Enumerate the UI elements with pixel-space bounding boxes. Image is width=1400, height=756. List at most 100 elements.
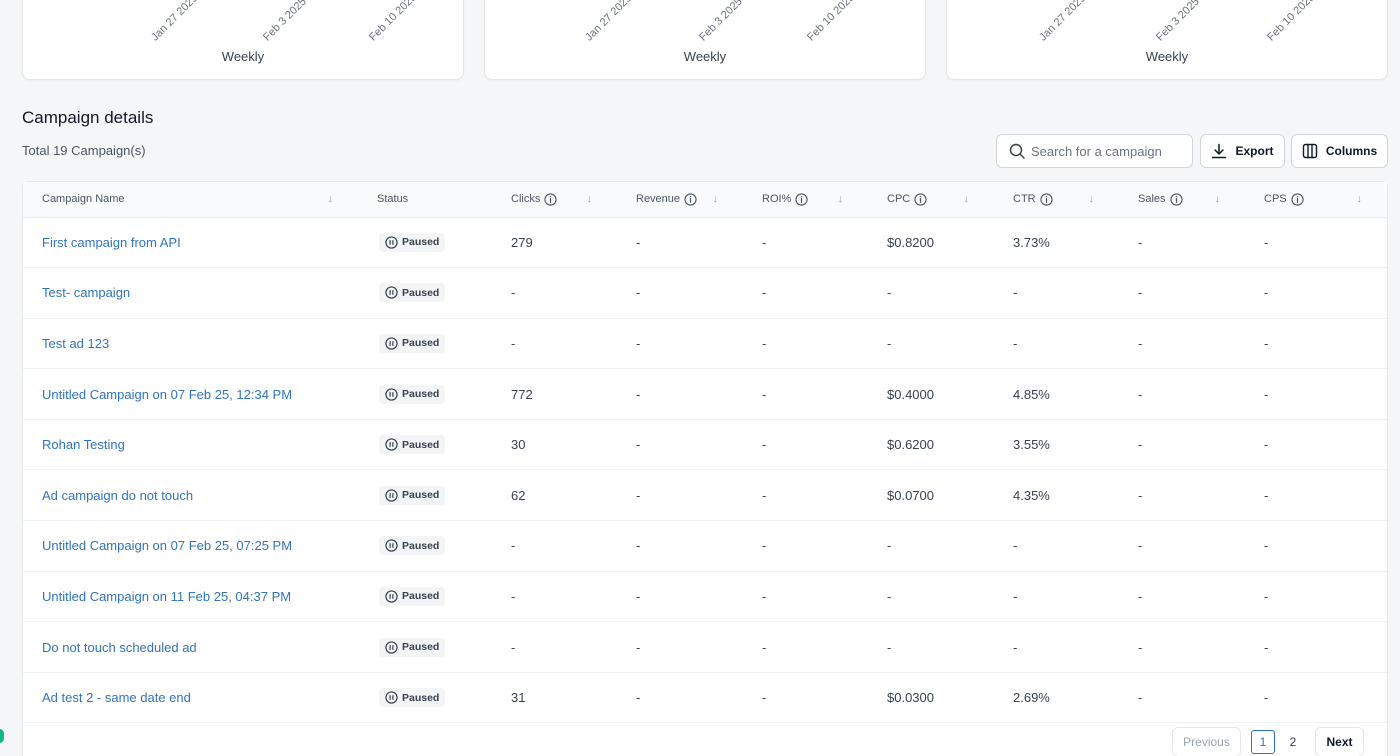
pause-icon: [385, 539, 398, 553]
roi-cell: -: [743, 419, 868, 471]
table-row[interactable]: Untitled Campaign on 07 Feb 25, 12:34 PM…: [23, 368, 1387, 420]
column-header[interactable]: CPC ↓: [868, 182, 994, 218]
column-header[interactable]: Status: [358, 182, 492, 218]
column-header[interactable]: CPS ↓: [1245, 182, 1387, 218]
campaign-name-link[interactable]: First campaign from API: [23, 217, 358, 269]
table-row[interactable]: Rohan Testing Paused 30- - $0.6200 3.55% - -: [23, 419, 1387, 471]
info-icon[interactable]: [1169, 193, 1183, 206]
page-number: 1: [1259, 735, 1267, 749]
status-badge: Paused: [379, 333, 446, 353]
sort-arrow-icon[interactable]: ↓: [1356, 193, 1363, 205]
column-header[interactable]: Sales ↓: [1119, 182, 1245, 218]
info-icon[interactable]: [544, 193, 557, 206]
export-button[interactable]: Export: [1200, 134, 1285, 168]
sort-arrow-icon[interactable]: ↓: [712, 193, 719, 205]
x-tick-label: Jan 27 2025: [149, 0, 201, 44]
sort-arrow-icon[interactable]: ↓: [1214, 193, 1221, 205]
campaign-name-link[interactable]: Test- campaign: [23, 267, 358, 319]
info-icon[interactable]: [1039, 193, 1053, 206]
columns-button[interactable]: Columns: [1291, 134, 1388, 168]
clicks-cell: 62: [492, 469, 617, 522]
x-tick-label: Jan 27 2025: [1037, 0, 1089, 44]
revenue-cell: -: [617, 672, 743, 724]
campaign-name-link[interactable]: Do not touch scheduled ad: [23, 621, 358, 673]
table-row[interactable]: Ad test 2 - same date end Paused 31- - $0.03…: [23, 672, 1387, 724]
column-header[interactable]: ROI% ↓: [743, 182, 868, 218]
status-label: Paused: [402, 539, 440, 552]
clicks-cell: -: [492, 621, 617, 673]
table-row[interactable]: First campaign from API Paused 279- - $0.820…: [23, 217, 1387, 269]
pause-icon: [385, 489, 398, 502]
roi-cell: -: [743, 217, 868, 269]
previous-label: Previous: [1183, 735, 1230, 749]
sort-arrow-icon[interactable]: ↓: [1088, 193, 1095, 205]
status-badge: Paused: [379, 384, 446, 404]
revenue-cell: -: [617, 469, 743, 522]
info-icon[interactable]: [795, 193, 808, 206]
column-header[interactable]: CTR ↓: [994, 182, 1119, 218]
sort-arrow-icon[interactable]: ↓: [837, 193, 844, 205]
next-page-button[interactable]: Next: [1315, 727, 1364, 756]
campaign-name-link[interactable]: Untitled Campaign on 07 Feb 25, 12:34 PM: [23, 368, 358, 420]
column-header-label: CPS: [1264, 193, 1287, 206]
info-icon[interactable]: [1290, 193, 1304, 206]
clicks-cell: -: [492, 520, 617, 572]
status-label: Paused: [402, 286, 440, 299]
search-input[interactable]: [1031, 143, 1181, 159]
search-field[interactable]: [996, 134, 1193, 168]
column-header[interactable]: Clicks ↓: [492, 182, 617, 218]
info-icon[interactable]: [684, 193, 697, 206]
column-header[interactable]: Campaign Name ↓: [23, 182, 358, 218]
sort-arrow-icon[interactable]: ↓: [586, 193, 593, 205]
table-row[interactable]: Test- campaign Paused - - - - - - -: [23, 267, 1387, 319]
clicks-cell: 279: [492, 217, 617, 269]
status-label: Paused: [402, 337, 440, 350]
cps-cell: -: [1245, 217, 1387, 269]
revenue-chart-card: Jan 27 2025 Feb 3 2025 Feb 10 2025 Weekl…: [484, 0, 926, 80]
table-row[interactable]: Do not touch scheduled ad Paused - - - - - - -: [23, 621, 1387, 673]
column-header-label: Revenue: [636, 193, 681, 206]
page-2-button[interactable]: 2: [1281, 730, 1305, 754]
sort-arrow-icon[interactable]: ↓: [327, 193, 334, 205]
x-tick-label: Jan 27 2025: [583, 0, 635, 44]
sales-cell: -: [1119, 419, 1245, 471]
table-row[interactable]: Untitled Campaign on 11 Feb 25, 04:37 PM…: [23, 571, 1387, 623]
column-header[interactable]: Revenue ↓: [617, 182, 743, 218]
previous-page-button[interactable]: Previous: [1172, 727, 1241, 756]
column-header-content: Sales: [1138, 193, 1183, 206]
campaign-name-link[interactable]: Test ad 123: [23, 318, 358, 370]
revenue-cell: -: [617, 368, 743, 420]
campaign-name-link[interactable]: Ad campaign do not touch: [23, 469, 358, 522]
column-header-label: Sales: [1138, 193, 1166, 206]
sales-cell: -: [1119, 267, 1245, 319]
table-row[interactable]: Test ad 123 Paused - - - - - - -: [23, 318, 1387, 370]
column-header-label: CPC: [887, 193, 911, 206]
campaign-name-link[interactable]: Untitled Campaign on 11 Feb 25, 04:37 PM: [23, 571, 358, 623]
status-label: Paused: [402, 388, 440, 401]
revenue-cell: -: [617, 267, 743, 319]
clicks-cell: 30: [492, 419, 617, 471]
column-header-content: CPS: [1264, 193, 1304, 206]
status-cell: Paused: [358, 318, 492, 370]
cps-cell: -: [1245, 469, 1387, 522]
campaign-name-link[interactable]: Ad test 2 - same date end: [23, 672, 358, 724]
revenue-cell: -: [617, 217, 743, 269]
cpc-cell: $0.4000: [868, 368, 994, 420]
ctr-cell: -: [994, 571, 1119, 623]
page-1-button[interactable]: 1: [1251, 730, 1275, 754]
cps-cell: -: [1245, 571, 1387, 623]
clicks-cell: -: [492, 571, 617, 623]
info-icon[interactable]: [914, 193, 927, 206]
revenue-cell: -: [617, 621, 743, 673]
table-row[interactable]: Untitled Campaign on 07 Feb 25, 07:25 PM…: [23, 520, 1387, 572]
roi-chart-card: Jan 27 2025 Feb 3 2025 Feb 10 2025 Weekl…: [946, 0, 1388, 80]
status-badge: Paused: [379, 586, 446, 606]
revenue-cell: -: [617, 520, 743, 572]
ctr-cell: -: [994, 267, 1119, 319]
column-header-label: CTR: [1013, 193, 1036, 206]
campaign-name-link[interactable]: Untitled Campaign on 07 Feb 25, 07:25 PM: [23, 520, 358, 572]
page-number: 2: [1289, 735, 1297, 749]
sort-arrow-icon[interactable]: ↓: [963, 193, 970, 205]
table-row[interactable]: Ad campaign do not touch Paused 62- - $0.070…: [23, 469, 1387, 522]
campaign-name-link[interactable]: Rohan Testing: [23, 419, 358, 471]
